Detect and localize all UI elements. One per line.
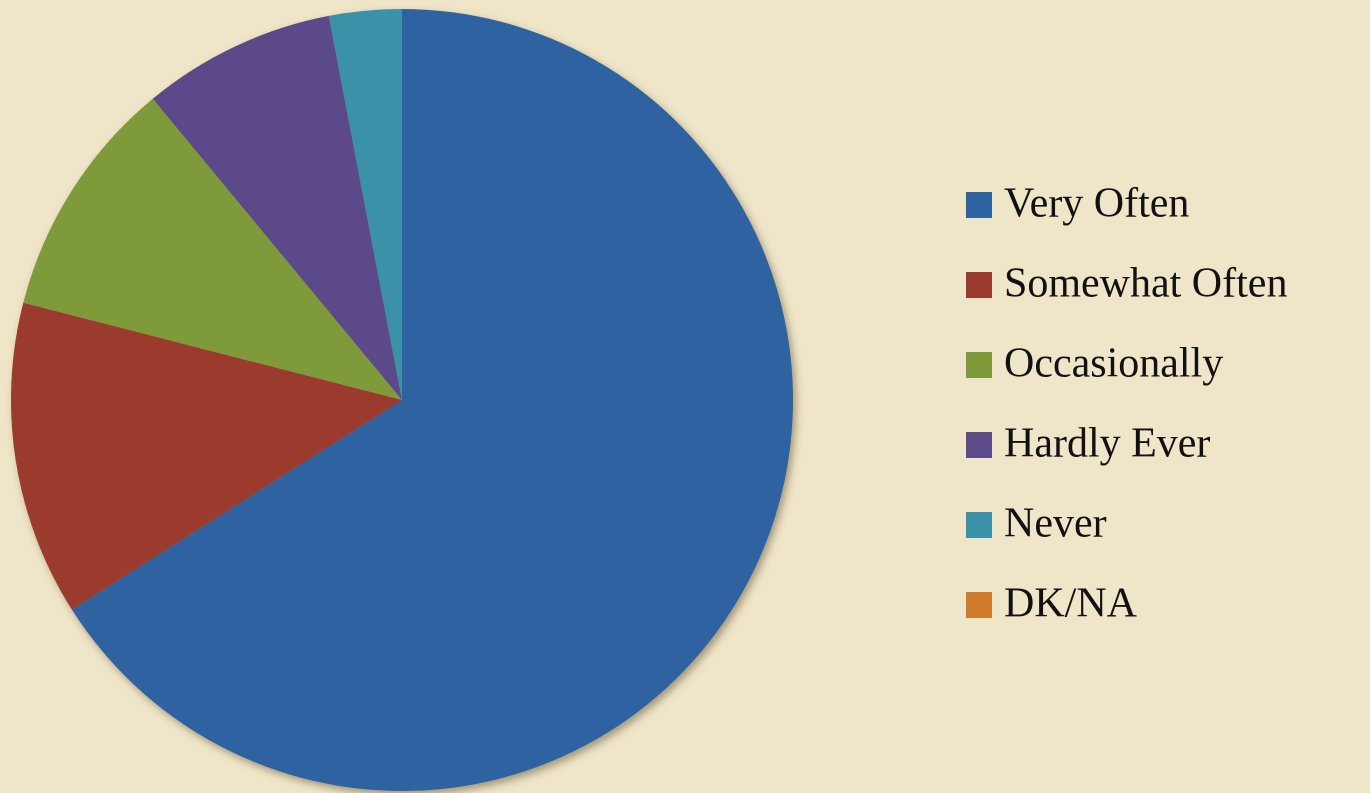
legend-swatch xyxy=(966,592,992,618)
legend: Very Often Somewhat Often Occasionally Hard… xyxy=(966,181,1287,627)
legend-swatch xyxy=(966,512,992,538)
legend-swatch xyxy=(966,432,992,458)
legend-swatch xyxy=(966,352,992,378)
legend-label: Hardly Ever xyxy=(1004,421,1210,467)
pie-slice xyxy=(328,9,402,400)
pie-slice xyxy=(71,9,793,791)
pie xyxy=(10,9,793,791)
pie-slice xyxy=(152,15,402,400)
legend-label: Never xyxy=(1004,501,1107,547)
legend-label: Very Often xyxy=(1004,181,1189,227)
pie-slice xyxy=(10,302,402,610)
legend-swatch xyxy=(966,272,992,298)
legend-swatch xyxy=(966,192,992,218)
pie-slice xyxy=(23,98,402,401)
legend-label: Somewhat Often xyxy=(1004,261,1287,307)
legend-label: Occasionally xyxy=(1004,341,1223,387)
legend-label: DK/NA xyxy=(1004,581,1138,627)
